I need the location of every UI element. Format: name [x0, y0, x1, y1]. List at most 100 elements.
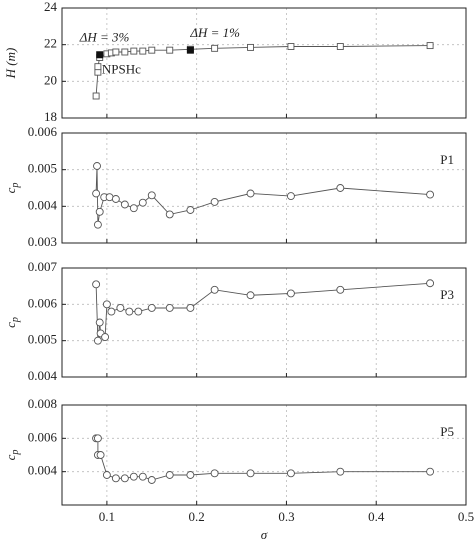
marker	[93, 220, 102, 229]
plot-frame	[61, 267, 467, 378]
marker	[165, 304, 174, 312]
marker	[130, 47, 138, 55]
marker	[101, 333, 110, 341]
y-tick-label: 0.005	[28, 332, 57, 347]
marker	[336, 467, 345, 476]
marker	[186, 206, 195, 214]
y-tick-label: 0.004	[28, 463, 58, 478]
marker	[286, 469, 295, 478]
marker	[93, 336, 102, 345]
marker	[121, 48, 129, 56]
x-tick-label: 0.2	[189, 509, 205, 524]
marker	[134, 307, 143, 316]
marker	[116, 304, 125, 312]
y-tick-label: 18	[44, 109, 57, 124]
marker	[246, 469, 255, 478]
marker	[95, 207, 104, 216]
plot-frame	[61, 7, 467, 119]
marker	[96, 451, 105, 459]
marker	[211, 44, 219, 52]
marker	[165, 471, 174, 479]
y-tick-label: 0.004	[28, 368, 58, 383]
panel-label: P1	[440, 152, 454, 167]
y-tick-label: 0.004	[28, 197, 58, 212]
y-tick-label: 0.008	[28, 396, 57, 411]
annotation: ΔH = 1%	[189, 25, 240, 40]
annotation: ΔH = 3%	[79, 30, 130, 45]
x-tick-label: 0.4	[368, 509, 385, 524]
y-axis-label-sub: p	[10, 450, 21, 456]
y-tick-label: 0.007	[28, 259, 58, 274]
marker	[247, 43, 254, 51]
marker	[129, 204, 138, 213]
marker	[210, 469, 219, 478]
marker	[426, 467, 435, 476]
y-axis-label: H (m)	[3, 48, 18, 80]
y-axis-label: cp	[3, 450, 21, 461]
y-axis-label-main: c	[3, 187, 18, 193]
y-axis-label: cp	[3, 317, 21, 328]
plot-frame	[61, 404, 467, 506]
panel-label: P5	[440, 424, 454, 439]
x-axis-label: σ	[261, 527, 268, 542]
marker	[92, 280, 101, 289]
data-line	[96, 437, 431, 481]
y-tick-label: 0.005	[28, 161, 57, 176]
marker	[147, 476, 156, 484]
marker	[246, 189, 255, 198]
marker	[166, 46, 174, 54]
marker	[147, 191, 156, 200]
y-tick-label: 22	[44, 36, 57, 51]
marker	[286, 289, 295, 298]
y-tick-label: 24	[44, 0, 58, 14]
marker	[336, 285, 345, 294]
y-tick-label: 20	[44, 72, 57, 87]
y-tick-label: 0.006	[28, 124, 58, 139]
marker	[210, 285, 219, 294]
marker	[138, 198, 147, 207]
plot-frame	[61, 132, 467, 244]
marker	[111, 195, 120, 203]
marker	[139, 47, 147, 55]
marker	[102, 471, 111, 479]
x-tick-label: 0.3	[278, 509, 294, 524]
y-axis-label-main: c	[3, 454, 18, 460]
y-axis-label-main: H (m)	[3, 48, 18, 80]
marker	[426, 190, 435, 199]
highlight-marker	[186, 46, 194, 54]
marker	[120, 474, 129, 483]
data-line	[95, 282, 431, 341]
marker	[287, 43, 295, 50]
y-axis-label-sub: p	[10, 317, 21, 323]
marker	[426, 42, 434, 50]
panel-label: P3	[440, 287, 454, 302]
y-tick-label: 0.006	[28, 429, 58, 444]
data-line	[95, 165, 431, 225]
marker	[94, 63, 102, 71]
marker	[92, 92, 100, 100]
marker	[93, 162, 101, 170]
x-tick-label: 0.1	[99, 509, 115, 524]
y-axis-label-main: c	[3, 322, 18, 328]
y-tick-label: 0.003	[28, 234, 57, 249]
marker	[95, 318, 104, 327]
marker	[426, 279, 435, 288]
highlight-marker	[96, 51, 104, 59]
marker	[246, 291, 255, 300]
y-axis-label-sub: p	[10, 183, 21, 189]
marker	[111, 474, 120, 483]
y-tick-label: 0.006	[28, 295, 58, 310]
y-axis-label: cp	[3, 183, 21, 194]
marker	[286, 192, 295, 201]
marker	[148, 46, 156, 54]
marker	[336, 43, 344, 50]
annotation: NPSHc	[102, 61, 141, 76]
marker	[129, 472, 138, 481]
marker	[93, 434, 102, 443]
marker	[165, 210, 174, 219]
marker	[92, 189, 101, 198]
marker	[147, 304, 156, 312]
marker	[186, 304, 195, 312]
marker	[210, 197, 219, 206]
